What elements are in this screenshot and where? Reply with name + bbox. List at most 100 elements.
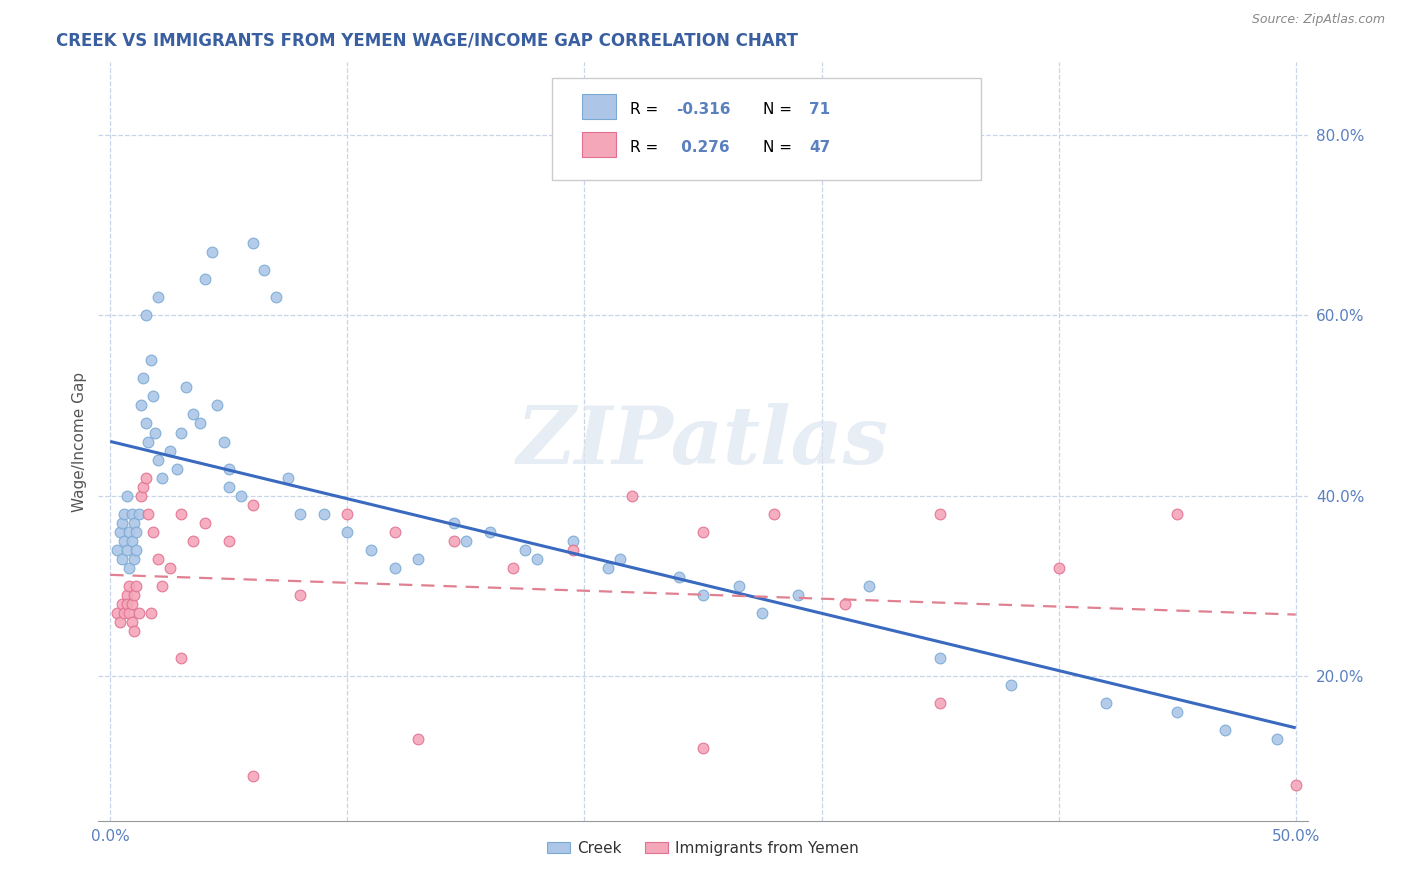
FancyBboxPatch shape: [582, 132, 616, 157]
Point: [478, 524, 501, 539]
Point: [121, 533, 143, 548]
Point: [1166, 507, 1188, 521]
Point: [136, 507, 159, 521]
Text: R =: R =: [630, 140, 664, 155]
Point: [105, 606, 128, 620]
Point: [242, 235, 264, 250]
Text: CREEK VS IMMIGRANTS FROM YEMEN WAGE/INCOME GAP CORRELATION CHART: CREEK VS IMMIGRANTS FROM YEMEN WAGE/INCO…: [56, 31, 799, 49]
Point: [115, 489, 138, 503]
Point: [288, 507, 311, 521]
Point: [114, 606, 136, 620]
Point: [443, 533, 465, 548]
Text: -0.316: -0.316: [676, 102, 731, 117]
Point: [118, 561, 141, 575]
Point: [561, 533, 583, 548]
Point: [277, 470, 299, 484]
Point: [515, 542, 537, 557]
Point: [152, 579, 174, 593]
Point: [408, 732, 430, 747]
Point: [360, 542, 382, 557]
Point: [152, 470, 174, 484]
Point: [121, 507, 143, 521]
FancyBboxPatch shape: [582, 94, 616, 120]
Text: 47: 47: [810, 140, 831, 155]
Point: [218, 480, 240, 494]
Point: [194, 272, 217, 286]
Text: 71: 71: [810, 102, 831, 117]
Point: [114, 507, 136, 521]
Point: [443, 516, 465, 530]
Point: [125, 579, 148, 593]
Point: [858, 579, 880, 593]
Point: [190, 417, 212, 431]
Point: [174, 380, 197, 394]
Point: [561, 542, 583, 557]
Text: N =: N =: [763, 102, 797, 117]
Point: [502, 561, 524, 575]
Point: [159, 561, 181, 575]
Point: [218, 461, 240, 475]
Point: [115, 542, 138, 557]
Point: [121, 597, 143, 611]
Point: [111, 597, 134, 611]
Point: [763, 507, 786, 521]
Point: [1095, 696, 1118, 710]
Point: [834, 597, 856, 611]
Point: [115, 597, 138, 611]
Point: [118, 579, 141, 593]
Point: [1166, 706, 1188, 720]
Point: [620, 489, 643, 503]
Point: [929, 651, 952, 665]
Point: [136, 434, 159, 449]
Point: [142, 524, 165, 539]
Point: [264, 290, 287, 304]
Point: [526, 552, 548, 566]
Point: [129, 489, 152, 503]
Point: [201, 244, 224, 259]
Text: N =: N =: [763, 140, 797, 155]
Point: [108, 615, 131, 629]
Point: [146, 290, 169, 304]
Point: [1265, 732, 1288, 747]
Point: [129, 399, 152, 413]
Point: [121, 615, 143, 629]
Point: [170, 507, 193, 521]
Point: [181, 533, 204, 548]
Point: [170, 651, 193, 665]
Point: [751, 606, 773, 620]
Point: [166, 461, 188, 475]
Point: [929, 696, 952, 710]
Point: [135, 308, 157, 322]
Text: ZIPatlas: ZIPatlas: [517, 403, 889, 480]
Point: [242, 498, 264, 512]
Text: R =: R =: [630, 102, 664, 117]
Point: [125, 524, 148, 539]
Point: [132, 371, 155, 385]
Point: [194, 516, 217, 530]
Point: [118, 524, 141, 539]
Point: [1047, 561, 1070, 575]
Point: [105, 542, 128, 557]
Point: [146, 452, 169, 467]
Point: [115, 588, 138, 602]
Point: [122, 516, 145, 530]
Point: [384, 524, 406, 539]
Legend: Creek, Immigrants from Yemen: Creek, Immigrants from Yemen: [541, 835, 865, 863]
Point: [408, 552, 430, 566]
Point: [139, 353, 162, 368]
FancyBboxPatch shape: [551, 78, 981, 180]
Point: [135, 417, 157, 431]
Point: [122, 624, 145, 639]
Point: [159, 443, 181, 458]
Point: [727, 579, 749, 593]
Point: [312, 507, 335, 521]
Point: [146, 552, 169, 566]
Point: [692, 524, 714, 539]
Point: [692, 588, 714, 602]
Point: [1285, 778, 1308, 792]
Point: [111, 516, 134, 530]
Point: [212, 434, 235, 449]
Text: Source: ZipAtlas.com: Source: ZipAtlas.com: [1251, 13, 1385, 27]
Point: [205, 399, 228, 413]
Text: 0.276: 0.276: [676, 140, 730, 155]
